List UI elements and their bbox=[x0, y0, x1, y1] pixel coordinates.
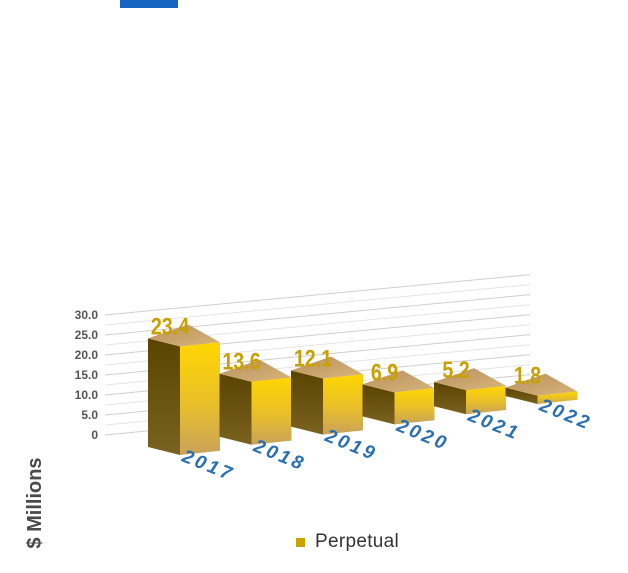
bar-front-face bbox=[466, 385, 506, 415]
gridline bbox=[104, 294, 531, 336]
bar bbox=[362, 370, 435, 425]
data-label: 13.6 bbox=[222, 348, 260, 375]
data-label: 6.9 bbox=[371, 359, 398, 386]
y-tick-label: 5.0 bbox=[81, 408, 98, 422]
bar bbox=[434, 368, 506, 415]
bar-top-face bbox=[219, 359, 292, 382]
y-tick-label: 15.0 bbox=[75, 368, 99, 382]
bar-side-face bbox=[362, 384, 395, 425]
y-tick-label: 0 bbox=[91, 428, 98, 442]
bar-side-face bbox=[291, 370, 323, 435]
data-labels: 23.4 13.6 12.1 6.9 5.2 1.8 bbox=[151, 313, 541, 390]
legend-label: Perpetual bbox=[315, 531, 400, 552]
bar-front-face bbox=[251, 377, 292, 445]
bar-side-face bbox=[219, 373, 252, 445]
bar-side-face bbox=[148, 338, 180, 455]
legend-swatch bbox=[296, 537, 305, 547]
data-label: 5.2 bbox=[442, 356, 469, 383]
bar-top-face bbox=[505, 373, 578, 396]
y-axis-ticks: 0 5.0 10.0 15.0 20.0 25.0 30.0 bbox=[75, 308, 99, 442]
y-axis-label: $ Millions bbox=[24, 457, 46, 549]
bar-front-face bbox=[323, 374, 363, 435]
data-label: 23.4 bbox=[151, 313, 190, 340]
bar-top-face bbox=[434, 368, 506, 391]
title-accent-bar bbox=[120, 0, 178, 8]
gridline bbox=[104, 274, 531, 316]
bar bbox=[291, 356, 363, 435]
bar-front-face bbox=[537, 391, 578, 404]
bar-top-face bbox=[148, 324, 220, 347]
bar bbox=[505, 373, 578, 404]
data-label: 12.1 bbox=[294, 345, 332, 372]
bar-side-face bbox=[434, 382, 466, 415]
bar-front-face bbox=[180, 342, 220, 455]
y-tick-label: 10.0 bbox=[75, 388, 99, 402]
bar-chart: 0 5.0 10.0 15.0 20.0 25.0 30.0 23.4 13.6 12.1 6.9… bbox=[75, 274, 595, 486]
data-label: 1.8 bbox=[514, 362, 541, 389]
y-tick-label: 30.0 bbox=[75, 308, 99, 322]
bar bbox=[219, 359, 292, 445]
bar-top-face bbox=[291, 356, 363, 379]
bars bbox=[148, 324, 578, 455]
chart-stage: 0 5.0 10.0 15.0 20.0 25.0 30.0 23.4 13.6 12.1 6.9… bbox=[24, 0, 595, 553]
bar-side-face bbox=[505, 387, 538, 404]
bar-front-face bbox=[394, 388, 435, 425]
bar bbox=[148, 324, 220, 455]
gridline-minor bbox=[104, 284, 531, 326]
legend: Perpetual bbox=[296, 531, 399, 553]
y-tick-label: 25.0 bbox=[75, 328, 99, 342]
y-tick-label: 20.0 bbox=[75, 348, 99, 362]
bar-top-face bbox=[362, 370, 435, 393]
